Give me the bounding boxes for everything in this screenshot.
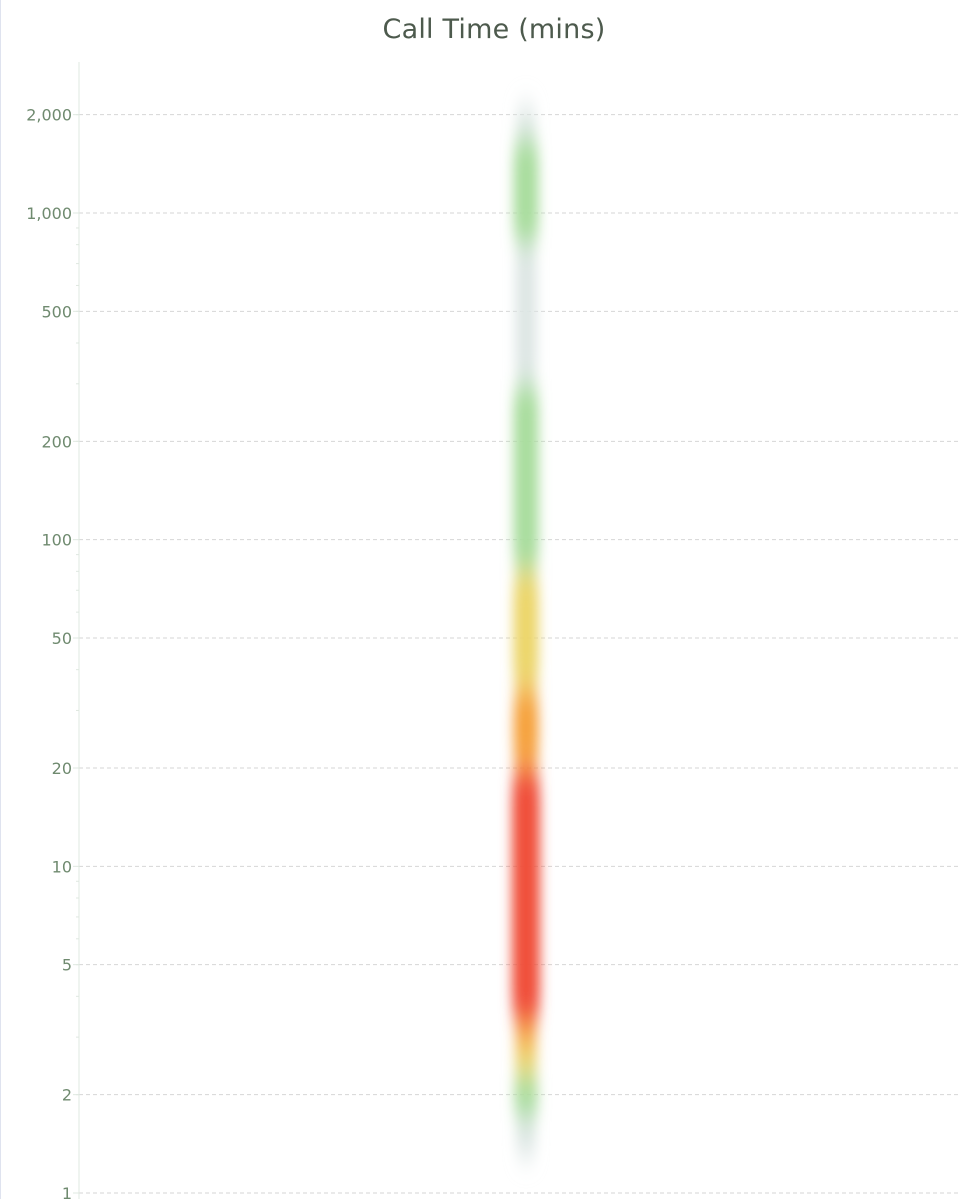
density-band-high: [512, 767, 540, 1024]
y-tick-label: 500: [41, 302, 72, 321]
density-band-mid: [513, 571, 539, 689]
density-band-faint: [515, 1117, 537, 1156]
density-band-mid_high: [513, 1023, 539, 1047]
y-tick-label: 100: [41, 531, 72, 550]
density-band-mid_high: [513, 688, 539, 768]
y-tick-label: 2: [62, 1086, 72, 1105]
density-band-faint: [515, 107, 537, 138]
density-column: [512, 107, 540, 1156]
left-edge-border: [0, 0, 1, 1199]
y-tick-label: 50: [52, 629, 72, 648]
y-tick-label: 10: [52, 857, 72, 876]
y-tick-label: 1: [62, 1184, 72, 1199]
density-band-mid: [513, 1046, 539, 1075]
y-tick-label: 1,000: [26, 204, 72, 223]
density-band-faint: [515, 244, 537, 384]
density-band-low: [513, 137, 539, 245]
density-band-low: [513, 383, 539, 572]
y-tick-label: 2,000: [26, 106, 72, 125]
y-tick-label: 20: [52, 759, 72, 778]
y-tick-label: 5: [62, 956, 72, 975]
y-tick-label: 200: [41, 432, 72, 451]
chart-title: Call Time (mins): [382, 14, 606, 45]
density-band-low: [513, 1074, 539, 1118]
